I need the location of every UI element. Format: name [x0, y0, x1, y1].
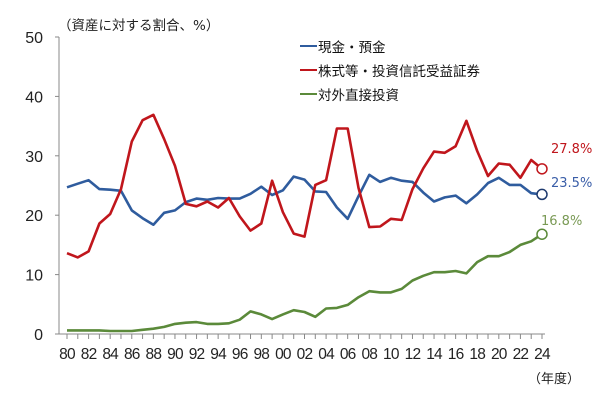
x-axis-unit-label: （年度） — [528, 372, 581, 387]
x-tick-label: 94 — [210, 346, 227, 363]
x-tick-label: 00 — [275, 346, 292, 363]
y-tick-label: 0 — [34, 327, 43, 344]
end-label-cash: 23.5% — [551, 176, 593, 191]
x-tick-label: 08 — [361, 346, 377, 363]
x-tick-label: 12 — [405, 346, 421, 363]
end-marker-1 — [536, 163, 548, 175]
x-tick-label: 96 — [232, 346, 248, 363]
legend-label-equity: 株式等・投資信託受益証券 — [318, 64, 480, 80]
legend: 現金・預金 株式等・投資信託受益証券 対外直接投資 — [300, 34, 480, 106]
y-tick-label: 50 — [25, 30, 43, 47]
legend-item-equity: 株式等・投資信託受益証券 — [300, 58, 480, 82]
x-tick-label: 86 — [124, 346, 140, 363]
legend-label-cash: 現金・預金 — [318, 40, 386, 56]
x-tick-label: 20 — [491, 346, 508, 363]
end-marker-0 — [536, 188, 548, 201]
x-tick-label: 98 — [253, 346, 269, 363]
x-tick-label: 88 — [146, 346, 162, 363]
end-marker-2 — [536, 228, 548, 240]
x-tick-label: 82 — [81, 346, 97, 363]
series-line-0 — [66, 173, 543, 226]
legend-item-cash: 現金・預金 — [300, 34, 480, 58]
y-tick-label: 30 — [25, 149, 43, 166]
legend-swatch-fdi — [300, 92, 317, 96]
series-line-2 — [67, 233, 543, 333]
legend-swatch-equity — [300, 68, 317, 72]
x-tick-label: 80 — [59, 346, 76, 363]
legend-swatch-cash — [300, 44, 317, 48]
x-tick-label: 10 — [383, 346, 400, 363]
x-tick-label: 18 — [469, 346, 485, 363]
y-tick-label: 20 — [25, 208, 43, 225]
end-label-fdi: 16.8% — [541, 214, 583, 229]
x-tick-label: 90 — [167, 346, 184, 363]
x-tick-label: 22 — [513, 346, 529, 363]
end-label-equity: 27.8% — [551, 142, 593, 157]
y-axis-unit-label: （資産に対する割合、%） — [58, 18, 220, 34]
x-tick-label: 06 — [340, 346, 356, 363]
series-line-1 — [66, 113, 543, 259]
y-tick-label: 10 — [25, 268, 43, 285]
x-tick-label: 92 — [189, 346, 205, 363]
x-tick-label: 02 — [297, 346, 313, 363]
legend-item-fdi: 対外直接投資 — [300, 82, 480, 106]
x-tick-label: 24 — [534, 346, 551, 363]
x-tick-label: 84 — [102, 346, 119, 363]
x-tick-label: 16 — [448, 346, 464, 363]
x-tick-label: 04 — [318, 346, 335, 363]
x-tick-label: 14 — [426, 346, 443, 363]
legend-label-fdi: 対外直接投資 — [318, 88, 399, 104]
y-tick-label: 40 — [25, 89, 43, 106]
